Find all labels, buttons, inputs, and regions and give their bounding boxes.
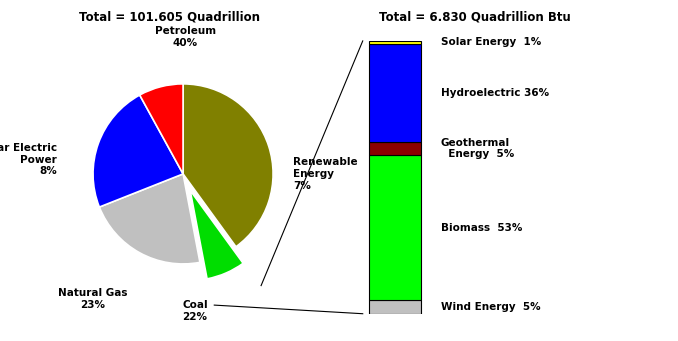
Text: Petroleum
40%: Petroleum 40%: [155, 26, 216, 48]
Bar: [369, 41, 420, 44]
Text: Total = 101.605 Quadrillion: Total = 101.605 Quadrillion: [79, 10, 260, 23]
Text: Coal
22%: Coal 22%: [182, 300, 208, 322]
Wedge shape: [191, 190, 243, 279]
Wedge shape: [100, 174, 200, 264]
Text: Nuclear Electric
Power
8%: Nuclear Electric Power 8%: [0, 143, 57, 176]
Wedge shape: [93, 95, 183, 207]
Text: Geothermal
  Energy  5%: Geothermal Energy 5%: [441, 138, 514, 160]
Text: Renewable
Energy
7%: Renewable Energy 7%: [294, 157, 358, 191]
Wedge shape: [183, 84, 273, 247]
Text: Hydroelectric 36%: Hydroelectric 36%: [441, 88, 549, 98]
Wedge shape: [140, 84, 183, 174]
Bar: [369, 142, 420, 155]
Bar: [369, 44, 420, 142]
Text: Wind Energy  5%: Wind Energy 5%: [441, 302, 540, 312]
Text: Solar Energy  1%: Solar Energy 1%: [441, 37, 541, 47]
Bar: [369, 300, 420, 314]
Text: Total = 6.830 Quadrillion Btu: Total = 6.830 Quadrillion Btu: [379, 10, 570, 23]
Text: Natural Gas
23%: Natural Gas 23%: [58, 288, 127, 310]
Text: Biomass  53%: Biomass 53%: [441, 223, 522, 233]
Bar: [369, 155, 420, 300]
